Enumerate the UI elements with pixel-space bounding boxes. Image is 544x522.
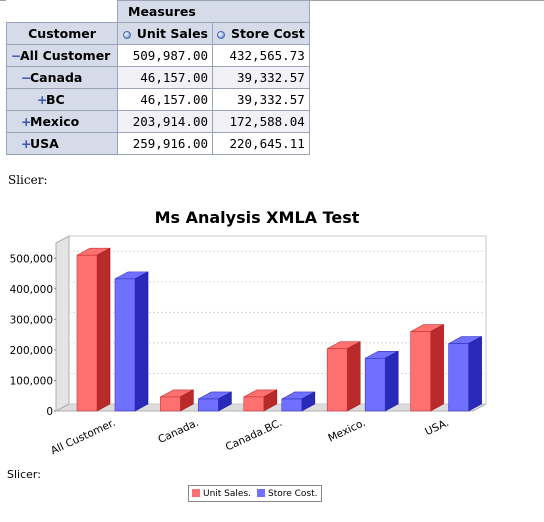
- table-row: −All Customer 509,987.00 432,565.73: [6, 44, 310, 67]
- measures-header[interactable]: Measures: [117, 0, 310, 23]
- chart-side-wall: [55, 235, 70, 412]
- bar-side: [430, 324, 444, 412]
- col-header-label: Store Cost: [231, 26, 305, 41]
- pivot-measures-row: Measures: [6, 0, 310, 23]
- col-header-store-cost[interactable]: Store Cost: [212, 22, 310, 45]
- expand-icon[interactable]: +: [21, 114, 32, 129]
- table-cell: 172,588.04: [212, 110, 310, 133]
- y-tick-label: 300,000: [10, 314, 53, 326]
- slicer-label: Slicer:: [8, 173, 48, 187]
- collapse-icon[interactable]: −: [11, 48, 22, 63]
- legend-item-unit-sales: Unit Sales.: [192, 489, 251, 499]
- x-category-label: Canada.BC.: [224, 417, 284, 454]
- row-header-canada[interactable]: −Canada: [6, 66, 118, 89]
- bar-side: [346, 341, 361, 412]
- expand-icon[interactable]: +: [37, 92, 48, 107]
- bar-chart: Ms Analysis XMLA Test 0 100,000 200,000 300…: [10, 208, 487, 457]
- chart-bar: [160, 389, 194, 412]
- y-tick-label: 200,000: [10, 345, 53, 357]
- pivot-column-header-row: Customer Unit Sales Store Cost: [6, 22, 310, 45]
- row-header-all-customer[interactable]: −All Customer: [6, 44, 118, 67]
- legend-label: Store Cost.: [268, 488, 318, 499]
- collapse-icon[interactable]: −: [21, 70, 32, 85]
- table-cell: 39,332.57: [212, 66, 310, 89]
- legend-swatch: [192, 489, 200, 497]
- table-row: −Canada 46,157.00 39,332.57: [6, 66, 310, 89]
- bar-front: [326, 348, 348, 412]
- chart-bar: [410, 324, 444, 412]
- bar-front: [243, 396, 265, 412]
- sort-icon[interactable]: [217, 30, 225, 39]
- chart-legend: Unit Sales. Store Cost.: [188, 485, 322, 502]
- row-label: BC: [46, 92, 65, 107]
- table-cell: 46,157.00: [117, 66, 213, 89]
- legend-swatch: [257, 489, 265, 497]
- customer-header[interactable]: Customer: [6, 22, 118, 45]
- chart-bar: [114, 271, 149, 412]
- row-header-bc[interactable]: +BC: [6, 88, 118, 111]
- x-category-label: All Customer.: [49, 417, 117, 457]
- table-cell: 203,914.00: [117, 110, 213, 133]
- y-tick-label: 100,000: [10, 375, 53, 387]
- y-tick-label: 500,000: [10, 253, 53, 265]
- bar-front: [114, 278, 136, 412]
- bar-front: [76, 254, 98, 412]
- pivot-table: Measures Customer Unit Sales Store Cost …: [6, 0, 310, 155]
- bars-group: [76, 247, 482, 412]
- table-row: +BC 46,157.00 39,332.57: [6, 88, 310, 111]
- bar-front: [160, 396, 181, 412]
- bar-front: [198, 398, 219, 412]
- chart-bar: [243, 389, 278, 412]
- x-category-label: Mexico.: [326, 417, 367, 445]
- x-category-label: Canada.: [156, 417, 200, 446]
- chart-bar: [76, 247, 111, 412]
- col-header-unit-sales[interactable]: Unit Sales: [117, 22, 213, 45]
- table-row: +Mexico 203,914.00 172,588.04: [6, 110, 310, 133]
- bar-side: [468, 336, 482, 412]
- table-cell: 432,565.73: [212, 44, 310, 67]
- bar-side: [134, 271, 149, 412]
- slicer-label-bottom: Slicer:: [7, 468, 41, 481]
- bar-side: [384, 350, 399, 412]
- table-row: +USA 259,916.00 220,645.11: [6, 132, 310, 155]
- row-label: All Customer: [20, 48, 111, 63]
- chart-bar: [364, 350, 399, 412]
- y-tick-label: 0: [46, 406, 53, 418]
- chart-bar: [281, 391, 316, 412]
- table-cell: 39,332.57: [212, 88, 310, 111]
- row-label: Mexico: [30, 114, 80, 129]
- row-label: USA: [30, 136, 59, 151]
- expand-icon[interactable]: +: [21, 136, 32, 151]
- y-tick-label: 400,000: [10, 284, 53, 296]
- bar-front: [281, 398, 303, 412]
- table-cell: 509,987.00: [117, 44, 213, 67]
- legend-label: Unit Sales.: [203, 488, 251, 499]
- chart-title: Ms Analysis XMLA Test: [155, 208, 360, 227]
- chart-bar: [448, 336, 482, 412]
- chart-bar: [198, 391, 232, 412]
- col-header-label: Unit Sales: [136, 26, 208, 41]
- table-cell: 46,157.00: [117, 88, 213, 111]
- table-cell: 220,645.11: [212, 132, 310, 155]
- bar-front: [448, 343, 469, 412]
- legend-item-store-cost: Store Cost.: [257, 489, 318, 499]
- row-label: Canada: [30, 70, 83, 85]
- sort-icon[interactable]: [122, 30, 131, 39]
- bar-front: [410, 331, 431, 412]
- table-cell: 259,916.00: [117, 132, 213, 155]
- pivot-corner: [6, 0, 118, 23]
- chart-bar: [326, 341, 361, 412]
- bar-front: [364, 357, 386, 412]
- x-category-label: USA.: [423, 417, 451, 438]
- row-header-mexico[interactable]: +Mexico: [6, 110, 118, 133]
- bar-side: [96, 247, 111, 412]
- row-header-usa[interactable]: +USA: [6, 132, 118, 155]
